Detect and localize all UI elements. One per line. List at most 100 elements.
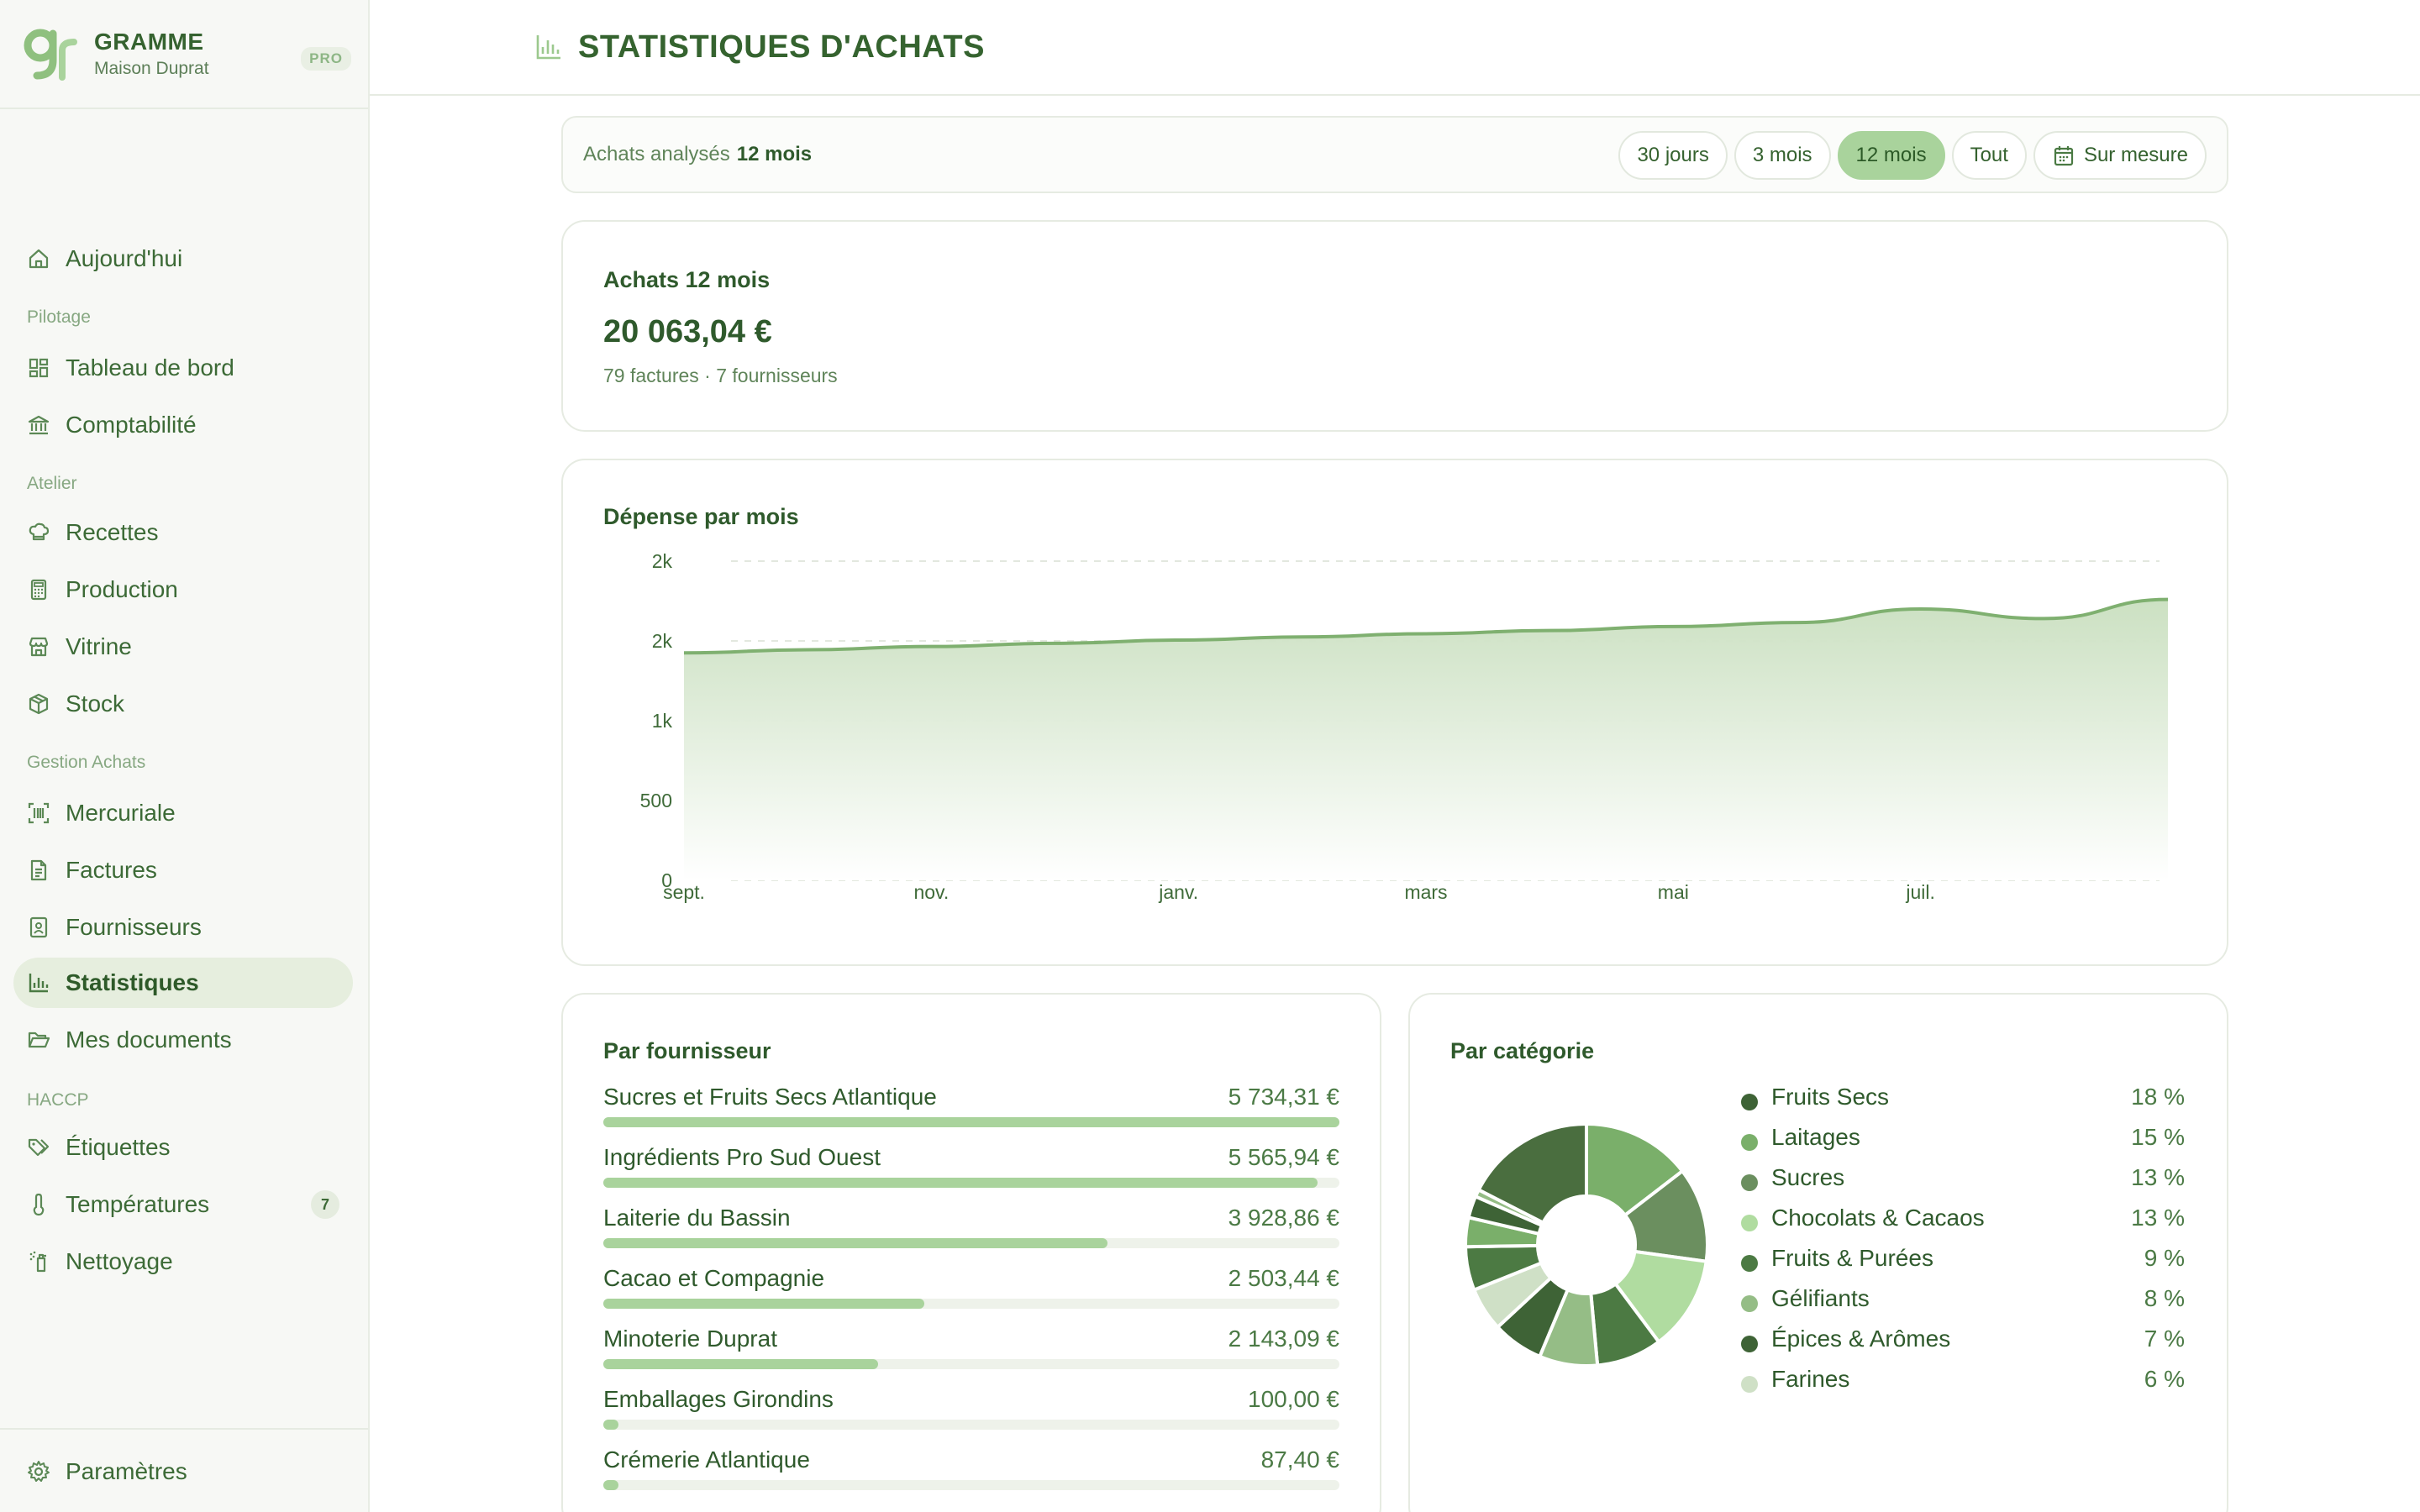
series-line	[683, 597, 2169, 655]
sidebar-item-nettoyage[interactable]: Nettoyage	[13, 1236, 353, 1287]
sidebar-item-today[interactable]: Aujourd'hui	[13, 234, 353, 284]
legend-swatch	[1741, 1174, 1758, 1191]
category-name: Fruits Secs	[1771, 1084, 1890, 1110]
data-point[interactable]	[1538, 619, 1561, 643]
period-buttons: 30 jours 3 mois 12 mois Tout Sur mesure	[1618, 131, 2207, 180]
data-point[interactable]	[1044, 632, 1067, 655]
sidebar-item-stock[interactable]: Stock	[13, 679, 353, 729]
sidebar-item-vitrine[interactable]: Vitrine	[13, 622, 353, 672]
sidebar-item-settings[interactable]: Paramètres	[13, 1446, 353, 1497]
supplier-name: Crémerie Atlantique	[603, 1446, 810, 1473]
x-tick-label: mars	[1404, 881, 1447, 903]
period-all-button[interactable]: Tout	[1951, 131, 2027, 180]
data-point[interactable]	[672, 641, 696, 664]
area-fill	[684, 599, 2168, 880]
category-percent: 7 %	[2144, 1326, 2185, 1352]
category-name: Farines	[1771, 1366, 1850, 1392]
data-point[interactable]	[919, 635, 943, 659]
supplier-row[interactable]: Laiterie du Bassin 3 928,86 €	[603, 1205, 1339, 1265]
sidebar-item-mercuriale[interactable]: Mercuriale	[13, 788, 353, 838]
page-title: STATISTIQUES D'ACHATS	[578, 29, 985, 65]
sidebar-item-etiquettes[interactable]: Étiquettes	[13, 1122, 353, 1173]
calendar-icon	[2054, 146, 2074, 166]
sidebar-item-label: Nettoyage	[66, 1248, 173, 1274]
legend-swatch	[1741, 1336, 1758, 1352]
supplier-row[interactable]: Minoterie Duprat 2 143,09 €	[603, 1326, 1339, 1386]
supplier-amount: 87,40 €	[1260, 1446, 1339, 1473]
data-point[interactable]	[1291, 625, 1314, 648]
category-legend-item[interactable]: Sucres 13 %	[1738, 1164, 2185, 1205]
data-point[interactable]	[1414, 622, 1438, 645]
supplier-name: Minoterie Duprat	[603, 1326, 777, 1352]
sidebar-item-documents[interactable]: Mes documents	[13, 1015, 353, 1065]
category-name: Sucres	[1771, 1164, 1845, 1190]
sidebar-item-temperatures[interactable]: Températures 7	[13, 1179, 353, 1230]
supplier-bar	[603, 1480, 618, 1490]
category-name: Laitages	[1771, 1124, 1860, 1150]
category-legend-item[interactable]: Chocolats & Cacaos 13 %	[1738, 1205, 2185, 1245]
brand-subtitle: Maison Duprat	[94, 59, 209, 78]
category-legend-item[interactable]: Farines 6 %	[1738, 1366, 2185, 1406]
data-point[interactable]	[1167, 628, 1191, 652]
section-label-haccp: HACCP	[27, 1090, 89, 1110]
period-custom-button[interactable]: Sur mesure	[2033, 131, 2207, 180]
supplier-row[interactable]: Sucres et Fruits Secs Atlantique 5 734,31…	[603, 1084, 1339, 1144]
supplier-bar-track	[603, 1359, 1339, 1369]
sidebar-item-label: Stock	[66, 690, 125, 717]
category-percent: 8 %	[2144, 1285, 2185, 1311]
category-legend-item[interactable]: Épices & Arômes 7 %	[1738, 1326, 2185, 1366]
supplier-amount: 5 734,31 €	[1228, 1084, 1339, 1110]
sidebar-item-factures[interactable]: Factures	[13, 845, 353, 895]
supplier-row[interactable]: Cacao et Compagnie 2 503,44 €	[603, 1265, 1339, 1326]
donut-slice[interactable]	[1476, 1121, 1588, 1226]
sidebar-item-statistiques[interactable]: Statistiques	[13, 958, 353, 1008]
data-point[interactable]	[1786, 611, 1809, 634]
period-3-months-button[interactable]: 3 mois	[1733, 131, 1831, 180]
section-label-achats: Gestion Achats	[27, 753, 146, 772]
category-legend-item[interactable]: Fruits Secs 18 %	[1738, 1084, 2185, 1124]
legend-swatch	[1741, 1094, 1758, 1110]
category-percent: 13 %	[2131, 1164, 2185, 1190]
data-point[interactable]	[1661, 615, 1685, 638]
category-percent: 6 %	[2144, 1366, 2185, 1392]
sidebar: GRAMME Maison Duprat PRO Aujourd'hui Pil…	[0, 0, 370, 1512]
category-legend-item[interactable]: Gélifiants 8 %	[1738, 1285, 2185, 1326]
barcode-scan-icon	[28, 802, 50, 824]
bar-chart-icon	[29, 974, 49, 993]
chef-hat-icon	[29, 522, 50, 541]
supplier-bar	[603, 1359, 879, 1369]
sidebar-item-label: Statistiques	[66, 969, 199, 995]
sidebar-item-compta[interactable]: Comptabilité	[13, 400, 353, 450]
data-point[interactable]	[1909, 597, 1933, 621]
supplier-amount: 2 503,44 €	[1228, 1265, 1339, 1291]
category-legend-item[interactable]: Laitages 15 %	[1738, 1124, 2185, 1164]
supplier-bar-track	[603, 1117, 1339, 1127]
data-point[interactable]	[2156, 588, 2180, 612]
brand-header: GRAMME Maison Duprat PRO	[0, 0, 368, 109]
section-label-pilotage: Pilotage	[27, 307, 91, 327]
sidebar-item-production[interactable]: Production	[13, 564, 353, 615]
supplier-bar	[603, 1178, 1318, 1188]
legend-swatch	[1741, 1295, 1758, 1312]
x-tick-label: sept.	[663, 881, 705, 903]
supplier-row[interactable]: Ingrédients Pro Sud Ouest 5 565,94 €	[603, 1144, 1339, 1205]
sidebar-item-dashboard[interactable]: Tableau de bord	[13, 343, 353, 393]
period-30-days-button[interactable]: 30 jours	[1618, 131, 1728, 180]
sidebar-item-recettes[interactable]: Recettes	[13, 507, 353, 558]
supplier-row[interactable]: Crémerie Atlantique 87,40 €	[603, 1446, 1339, 1507]
sidebar-item-fournisseurs[interactable]: Fournisseurs	[13, 902, 353, 953]
category-legend-item[interactable]: Fruits & Purées 9 %	[1738, 1245, 2185, 1285]
brand-name: GRAMME	[94, 29, 204, 55]
data-point[interactable]	[796, 638, 819, 661]
donut-slice[interactable]	[1585, 1121, 1685, 1218]
x-tick-label: juil.	[1905, 881, 1935, 903]
y-tick-label: 0	[661, 869, 672, 891]
period-12-months-button[interactable]: 12 mois	[1837, 131, 1945, 180]
spray-bottle-icon	[29, 1251, 46, 1273]
sidebar-item-label: Vitrine	[66, 633, 132, 659]
legend-swatch	[1741, 1376, 1758, 1393]
data-point[interactable]	[2033, 606, 2056, 630]
bar-chart-icon	[536, 35, 560, 60]
supplier-row[interactable]: Emballages Girondins 100,00 €	[603, 1386, 1339, 1446]
supplier-name: Cacao et Compagnie	[603, 1265, 825, 1291]
